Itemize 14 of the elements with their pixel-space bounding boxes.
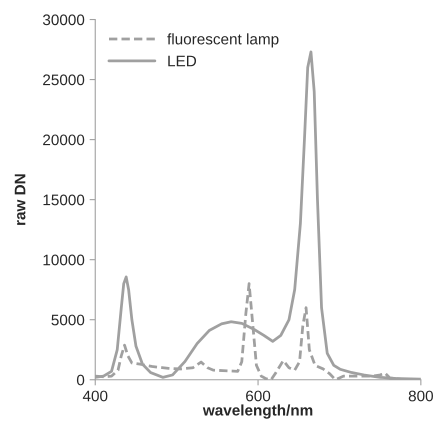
y-tick-label: 20000: [43, 134, 84, 146]
x-tick-label: 600: [246, 390, 270, 402]
y-tick-label: 0: [76, 374, 84, 386]
y-tick-label: 5000: [51, 314, 84, 326]
x-tick-label: 400: [82, 390, 108, 402]
x-tick-label: 800: [408, 390, 433, 402]
legend-label: fluorescent lamp: [167, 33, 278, 48]
x-axis-title: wavelength/nm: [202, 404, 312, 419]
y-tick-label: 10000: [44, 254, 84, 266]
y-tick-label: 25000: [43, 74, 84, 86]
y-axis-title: raw DN: [14, 174, 26, 225]
y-tick-label: 15000: [44, 194, 84, 206]
legend-label: LED: [168, 56, 196, 66]
y-tick-label: 30000: [42, 14, 84, 26]
